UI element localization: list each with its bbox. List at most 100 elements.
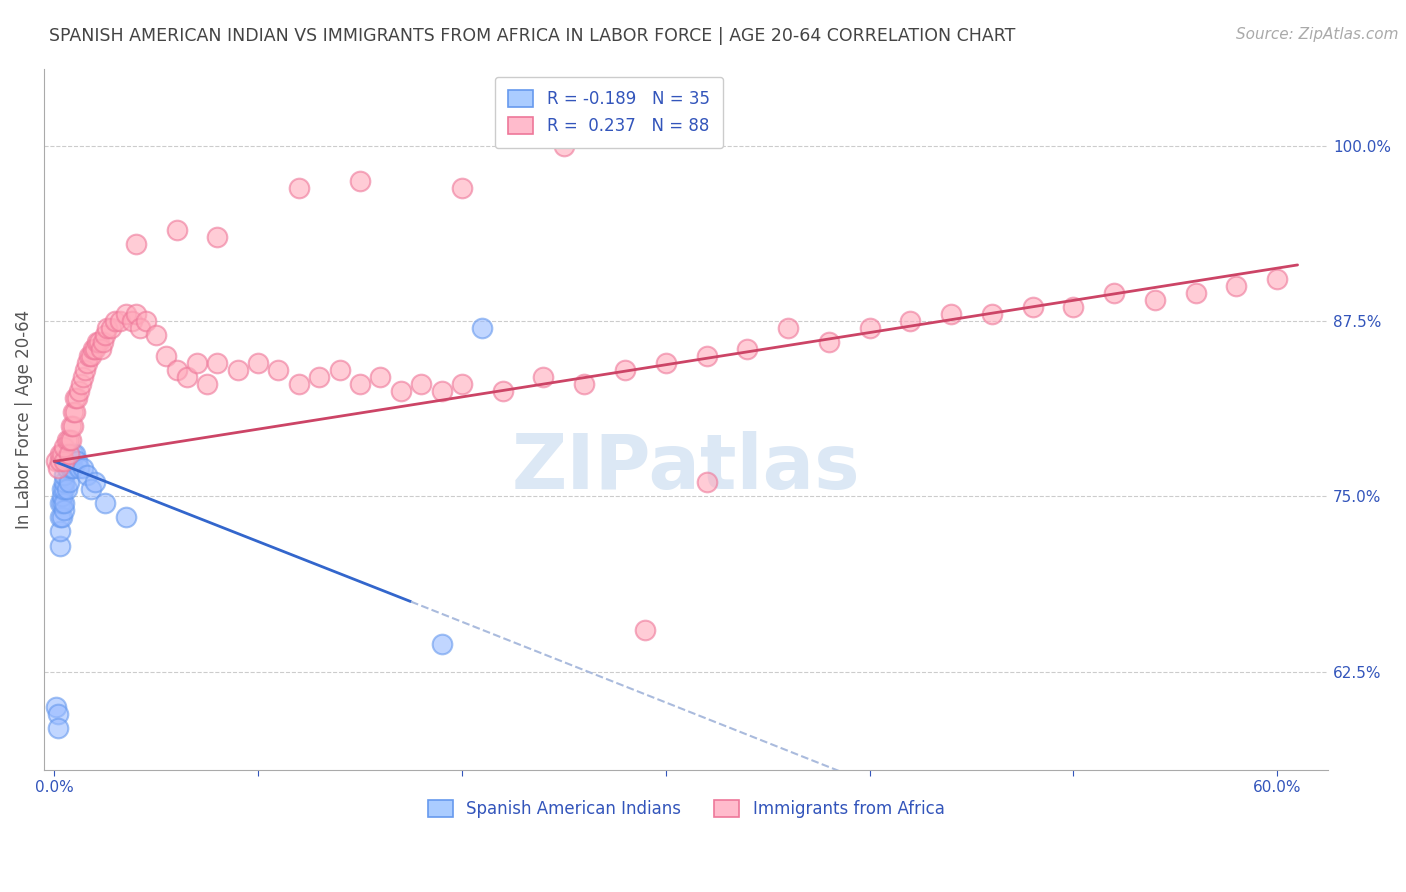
Point <box>492 384 515 399</box>
Point <box>1021 300 1043 314</box>
Point <box>45 454 67 468</box>
Point <box>129 321 152 335</box>
Point <box>58 454 80 468</box>
Point <box>735 342 758 356</box>
Point <box>980 307 1002 321</box>
Point <box>51 483 73 497</box>
Point <box>695 349 717 363</box>
Point <box>1184 285 1206 300</box>
Point <box>100 321 122 335</box>
Point <box>389 384 412 399</box>
Point <box>370 370 392 384</box>
Point <box>94 328 117 343</box>
Point <box>817 335 839 350</box>
Point <box>655 356 678 370</box>
Point <box>82 342 104 356</box>
Point <box>48 706 70 721</box>
Point <box>207 356 229 370</box>
Point <box>66 454 89 468</box>
Point <box>55 461 77 475</box>
Point <box>104 314 127 328</box>
Point <box>55 434 77 448</box>
Point <box>125 307 148 321</box>
Point <box>430 384 453 399</box>
Point <box>53 475 76 490</box>
Point <box>90 342 112 356</box>
Point <box>430 637 453 651</box>
Point <box>114 510 136 524</box>
Point <box>67 461 90 475</box>
Point <box>166 223 188 237</box>
Point <box>66 391 89 405</box>
Point <box>614 363 637 377</box>
Point <box>59 461 82 475</box>
Point <box>62 405 84 419</box>
Point <box>247 356 270 370</box>
Point <box>1143 293 1166 307</box>
Point <box>89 335 111 350</box>
Point <box>329 363 352 377</box>
Point <box>288 377 311 392</box>
Point <box>121 314 143 328</box>
Point <box>125 236 148 251</box>
Point <box>77 349 100 363</box>
Point <box>267 363 290 377</box>
Point <box>76 356 98 370</box>
Point <box>553 138 575 153</box>
Point <box>58 475 80 490</box>
Point <box>80 349 103 363</box>
Point <box>114 307 136 321</box>
Point <box>53 440 76 454</box>
Point <box>471 321 494 335</box>
Point <box>67 384 90 399</box>
Point <box>1102 285 1125 300</box>
Point <box>288 181 311 195</box>
Text: ZIPatlas: ZIPatlas <box>512 432 860 506</box>
Point <box>176 370 198 384</box>
Point <box>72 370 94 384</box>
Point <box>84 475 107 490</box>
Point <box>207 230 229 244</box>
Point <box>53 468 76 483</box>
Point <box>58 447 80 461</box>
Point <box>76 468 98 483</box>
Point <box>108 314 131 328</box>
Point <box>226 363 249 377</box>
Point <box>62 461 84 475</box>
Point <box>53 454 76 468</box>
Point <box>195 377 218 392</box>
Point <box>939 307 962 321</box>
Point <box>48 721 70 735</box>
Point <box>1062 300 1084 314</box>
Point <box>62 419 84 434</box>
Point <box>51 490 73 504</box>
Point <box>59 434 82 448</box>
Point <box>51 496 73 510</box>
Point <box>94 496 117 510</box>
Point <box>858 321 880 335</box>
Point <box>533 370 555 384</box>
Text: Source: ZipAtlas.com: Source: ZipAtlas.com <box>1236 27 1399 42</box>
Point <box>186 356 208 370</box>
Point <box>72 461 94 475</box>
Point <box>96 321 118 335</box>
Point <box>695 475 717 490</box>
Point <box>55 483 77 497</box>
Point <box>49 510 72 524</box>
Point <box>86 335 108 350</box>
Point <box>49 447 72 461</box>
Point <box>898 314 921 328</box>
Point <box>53 503 76 517</box>
Point <box>62 447 84 461</box>
Point <box>49 454 72 468</box>
Point <box>349 174 371 188</box>
Point <box>53 496 76 510</box>
Point <box>84 342 107 356</box>
Point <box>73 363 96 377</box>
Point <box>411 377 433 392</box>
Point <box>451 377 474 392</box>
Point <box>166 363 188 377</box>
Point <box>59 419 82 434</box>
Point <box>1225 279 1247 293</box>
Point <box>49 524 72 539</box>
